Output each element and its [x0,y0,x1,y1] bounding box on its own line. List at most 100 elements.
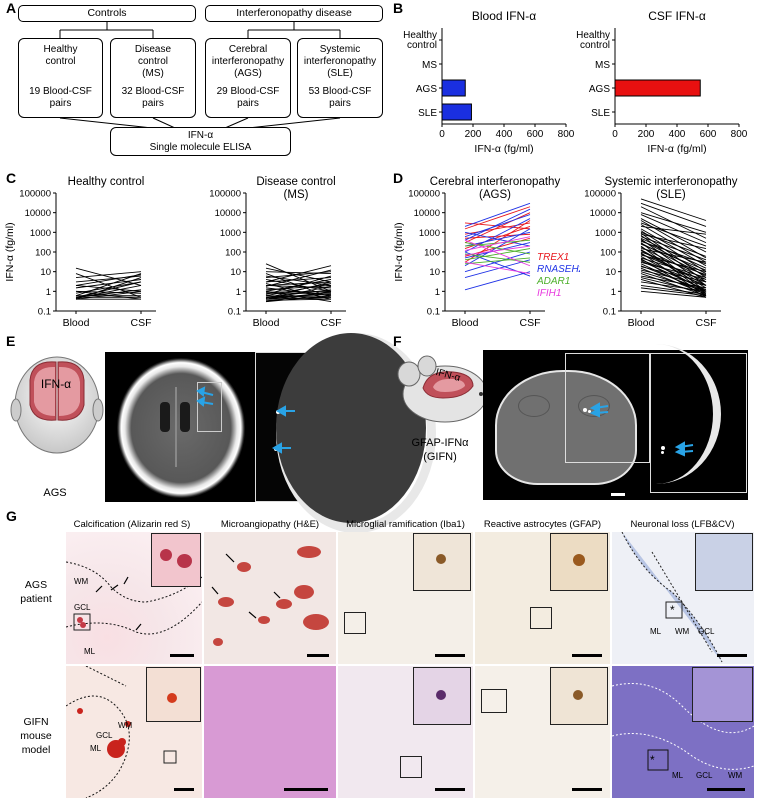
data-line [640,281,707,292]
mouse-calcification-zoom [661,446,665,450]
y-tick-label: 100000 [584,189,616,200]
box-title: Cerebral [228,44,268,55]
panel-label-g: G [6,508,17,524]
x-tick-label: Blood [452,317,479,329]
panel-f-caption-1: GFAP-IFNα [411,437,469,449]
data-line [265,290,332,293]
ct-zoom-region [197,382,222,432]
x-tick-label: CSF [520,317,541,329]
legend-entry: IFIH1 [537,288,561,299]
histology-he-mouse [204,666,336,798]
tissue-label-gcl: GCL [698,627,715,636]
data-line [75,290,142,300]
star-marker: * [650,753,655,767]
category-label: control [407,40,437,51]
legend-entry: TREX1 [537,252,569,263]
data-line [464,271,531,291]
data-line [640,290,707,298]
data-line [640,243,707,271]
box-count: pairs [329,98,351,109]
assay-name: IFN-α [187,130,214,141]
y-tick-label: 1000 [220,228,241,239]
mouse-illustration [397,355,488,423]
box-title: interferonopathy [211,56,285,67]
row-label-ags-patient: AGS patient [8,578,64,606]
y-axis-label: IFN-α (fg/ml) [393,222,405,281]
calcification-deposit [167,693,177,703]
data-line [640,254,707,273]
histology-iba1-human [338,532,473,664]
ct-ventricle [160,402,170,432]
row-label-line: patient [20,593,52,605]
y-tick-label: 100000 [408,189,440,200]
y-tick-label: 0.1 [427,307,440,318]
box-title: Disease [134,44,172,55]
data-line [640,236,707,261]
data-line [640,266,707,283]
data-line [265,275,332,286]
x-tick-label: CSF [131,317,152,329]
column-header-microglia: Microglial ramification (Iba1) [346,519,465,530]
ct-brain-zoom [276,333,426,523]
x-tick-label: 0 [612,129,618,140]
y-tick-label: 0.1 [38,307,51,318]
iba1-mouse-inset [413,667,471,725]
data-line [464,253,531,263]
box-count: 29 Blood-CSF [216,86,280,97]
panel-label-c: C [6,170,17,186]
x-tick-label: Blood [253,317,280,329]
healthy-control-box: Healthy control 19 Blood-CSF pairs [18,38,103,118]
alizarin-human-overlay: GCL WM ML [66,561,202,656]
data-line [464,206,531,230]
legend-entry: RNASEH2B [537,264,580,275]
chart-title: Disease control [256,176,335,188]
panel-a-connectors [59,22,341,129]
y-tick-label: 10000 [590,208,616,219]
data-line [265,284,332,289]
data-line [265,265,332,283]
bar [441,79,466,97]
y-tick-label: 10 [429,267,440,278]
histology-lfb-mouse: * ML GCL WM [612,666,754,798]
histology-gfap-human [475,532,610,664]
panel-e-caption: AGS [43,487,67,499]
alizarin-human-inset [151,533,201,587]
legend-entry: ADAR1 [536,276,570,287]
data-line [75,271,142,279]
column-header-astrocytes: Reactive astrocytes (GFAP) [483,519,602,530]
data-line [265,275,332,295]
data-line [640,230,707,273]
tissue-label-gcl: GCL [74,603,91,612]
y-tick-label: 10000 [414,208,440,219]
microglia-cell [436,554,446,564]
calcification-deposit [160,549,172,561]
data-line [640,261,707,280]
alizarin-mouse-inset [146,667,201,722]
disease-control-box: Disease control (MS) 32 Blood-CSF pairs [110,38,196,118]
histology-he-human [204,532,336,664]
box-count: pairs [142,98,164,109]
y-tick-label: 1 [46,287,51,298]
data-line [640,273,707,297]
data-line [640,260,707,291]
row-label-gifn-model: GIFN mouse model [8,715,64,757]
panel-label-b: B [393,0,404,16]
box-count: pairs [49,98,72,109]
data-line [265,281,332,299]
chart-title: (AGS) [479,189,511,201]
x-tick-label: Blood [628,317,655,329]
row-label-line: mouse [20,730,52,742]
data-line [640,287,707,297]
category-label: MS [422,60,437,71]
category-label: control [580,40,610,51]
x-tick-label: 200 [638,129,655,140]
x-tick-label: CSF [696,317,717,329]
astrocyte-cell [573,690,583,700]
box-title: Healthy [43,44,78,55]
box-count: 32 Blood-CSF [121,86,185,97]
box-title: (SLE) [327,68,353,79]
data-line [265,295,332,303]
panel-label-a: A [6,0,17,16]
y-tick-label: 10000 [215,208,241,219]
